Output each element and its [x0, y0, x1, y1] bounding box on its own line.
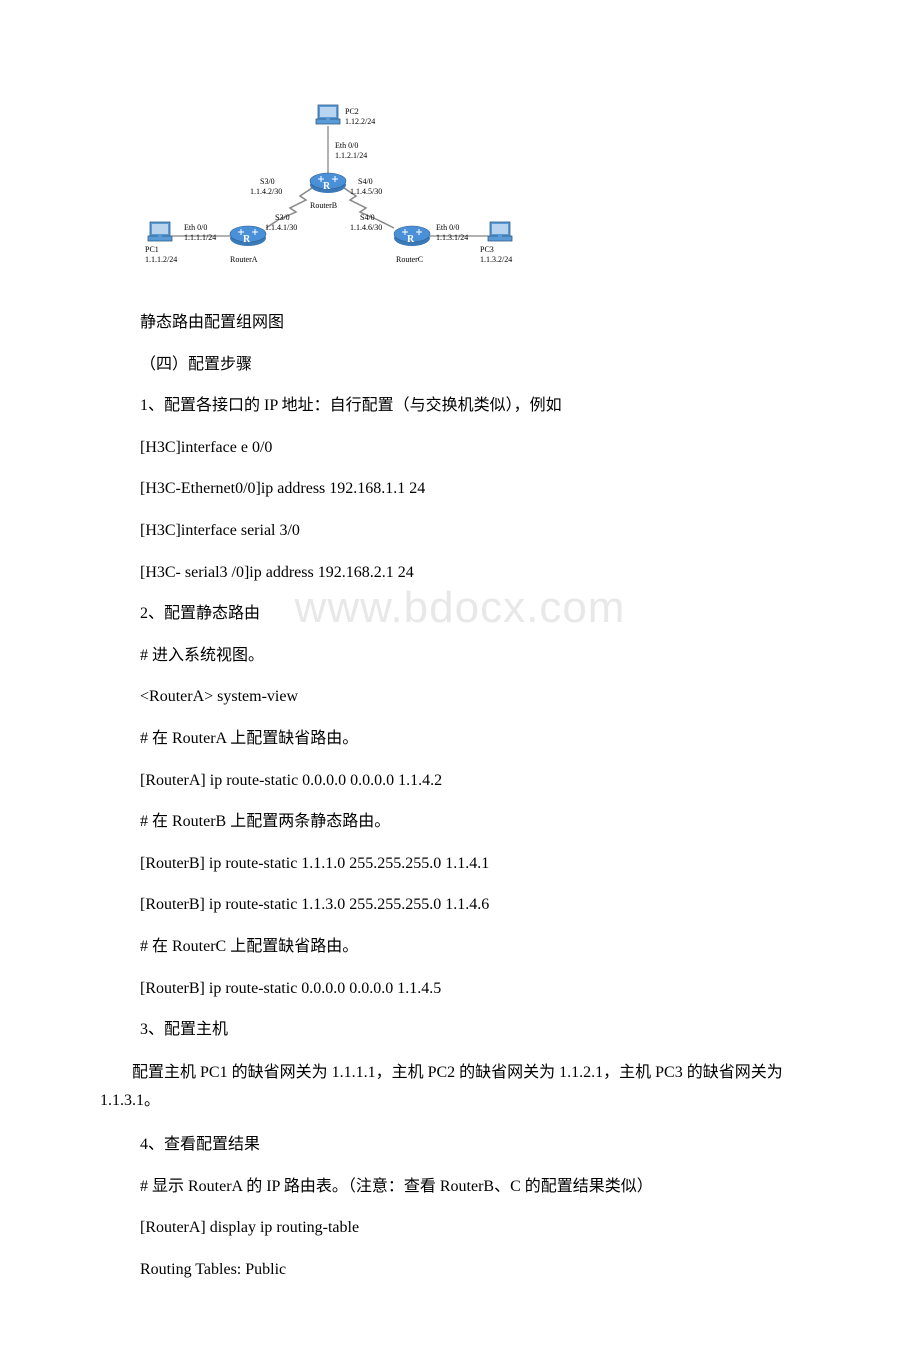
line2-3: Routing Tables: Public	[140, 1257, 820, 1283]
s40c-ip: 1.1.4.6/30	[350, 223, 382, 232]
routera-icon: R	[230, 226, 266, 246]
eth-pc2-ip: 1.1.2.1/24	[335, 151, 367, 160]
eth-pc1-ip: 1.1.1.1/24	[184, 233, 216, 242]
line2-2: [RouterA] display ip routing-table	[140, 1215, 820, 1241]
pc2-label: PC2	[345, 107, 359, 116]
pc1-icon	[148, 222, 172, 241]
line-0: 静态路由配置组网图	[140, 310, 820, 336]
line-9: <RouterA> system-view	[140, 684, 820, 710]
eth-pc1-label: Eth 0/0	[184, 223, 207, 232]
line-12: # 在 RouterB 上配置两条静态路由。	[140, 809, 820, 835]
line-2: 1、配置各接口的 IP 地址：自行配置（与交换机类似），例如	[140, 393, 820, 419]
pc3-ip: 1.1.3.2/24	[480, 255, 512, 264]
svg-text:R: R	[407, 234, 415, 245]
diagram-svg: PC2 1.12.2/24 Eth 0/0 1.1.2.1/24 R Route…	[140, 100, 520, 290]
s30b-label: S3/0	[260, 177, 275, 186]
line-16: [RouterB] ip route-static 0.0.0.0 0.0.0.…	[140, 976, 820, 1002]
line-7: 2、配置静态路由	[140, 601, 820, 627]
pc2-ip: 1.12.2/24	[345, 117, 375, 126]
routerb-icon: R	[310, 173, 346, 193]
line-13: [RouterB] ip route-static 1.1.1.0 255.25…	[140, 851, 820, 877]
s30b-ip: 1.1.4.2/30	[250, 187, 282, 196]
network-diagram: PC2 1.12.2/24 Eth 0/0 1.1.2.1/24 R Route…	[140, 100, 520, 290]
routerb-label: RouterB	[310, 201, 337, 210]
eth-pc2-label: Eth 0/0	[335, 141, 358, 150]
pc2-icon	[316, 105, 340, 124]
s40c-label: S4/0	[360, 213, 375, 222]
eth-pc3-label: Eth 0/0	[436, 223, 459, 232]
line-8: # 进入系统视图。	[140, 643, 820, 669]
line2-0: 4、查看配置结果	[140, 1132, 820, 1158]
routerc-label: RouterC	[396, 255, 423, 264]
line2-1: # 显示 RouterA 的 IP 路由表。（注意：查看 RouterB、C 的…	[140, 1174, 820, 1200]
document-content: PC2 1.12.2/24 Eth 0/0 1.1.2.1/24 R Route…	[100, 100, 820, 1283]
routera-label: RouterA	[230, 255, 258, 264]
line-17: 3、配置主机	[140, 1017, 820, 1043]
pc1-label: PC1	[145, 245, 159, 254]
routerc-icon: R	[394, 226, 430, 246]
pc1-ip: 1.1.1.2/24	[145, 255, 177, 264]
line-11: [RouterA] ip route-static 0.0.0.0 0.0.0.…	[140, 768, 820, 794]
line-6: [H3C- serial3 /0]ip address 192.168.2.1 …	[140, 560, 820, 586]
line-15: # 在 RouterC 上配置缺省路由。	[140, 934, 820, 960]
line-14: [RouterB] ip route-static 1.1.3.0 255.25…	[140, 892, 820, 918]
pc3-label: PC3	[480, 245, 494, 254]
s30a-ip: 1.1.4.1/30	[265, 223, 297, 232]
s40b-label: S4/0	[358, 177, 373, 186]
line-4: [H3C-Ethernet0/0]ip address 192.168.1.1 …	[140, 476, 820, 502]
svg-text:R: R	[243, 234, 251, 245]
line-10: # 在 RouterA 上配置缺省路由。	[140, 726, 820, 752]
pc3-icon	[488, 222, 512, 241]
line-3: [H3C]interface e 0/0	[140, 435, 820, 461]
s30a-label: S3/0	[275, 213, 290, 222]
paragraph: 配置主机 PC1 的缺省网关为 1.1.1.1，主机 PC2 的缺省网关为 1.…	[100, 1059, 820, 1117]
svg-text:R: R	[323, 181, 331, 192]
line-1: （四）配置步骤	[140, 352, 820, 378]
s40b-ip: 1.1.4.5/30	[350, 187, 382, 196]
line-5: [H3C]interface serial 3/0	[140, 518, 820, 544]
eth-pc3-ip: 1.1.3.1/24	[436, 233, 468, 242]
